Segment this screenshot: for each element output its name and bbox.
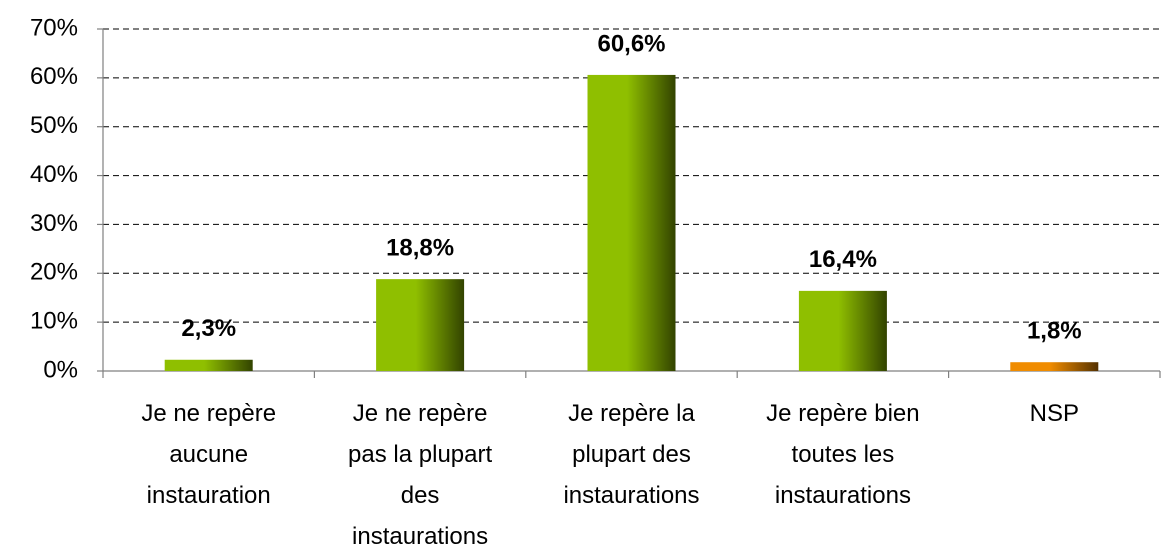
- data-label: 16,4%: [809, 246, 877, 273]
- y-tick-label: 20%: [30, 259, 78, 286]
- x-tick-label: Je ne repère aucune instauration: [141, 400, 276, 509]
- x-tick-label: NSP: [1030, 400, 1079, 427]
- data-label: 2,3%: [181, 315, 236, 342]
- bar: [587, 74, 676, 371]
- data-label: 1,8%: [1027, 318, 1082, 345]
- y-tick-label: 30%: [30, 210, 78, 237]
- x-tick-label: Je repère la plupart des instaurations: [563, 400, 699, 509]
- data-label: 18,8%: [386, 234, 454, 261]
- y-tick-label: 50%: [30, 112, 78, 139]
- y-tick-label: 70%: [30, 14, 78, 41]
- bar: [376, 279, 465, 371]
- data-label: 60,6%: [597, 30, 665, 57]
- bar: [164, 359, 253, 371]
- x-tick-label: Je ne repère pas la plupart des instauratio…: [348, 400, 492, 550]
- y-tick-label: 40%: [30, 161, 78, 188]
- bar: [1010, 362, 1099, 371]
- y-tick-label: 0%: [43, 356, 78, 383]
- y-tick-label: 10%: [30, 307, 78, 334]
- bar: [798, 290, 887, 371]
- x-tick-label: Je repère bien toutes les instaurations: [766, 400, 919, 509]
- y-tick-label: 60%: [30, 63, 78, 90]
